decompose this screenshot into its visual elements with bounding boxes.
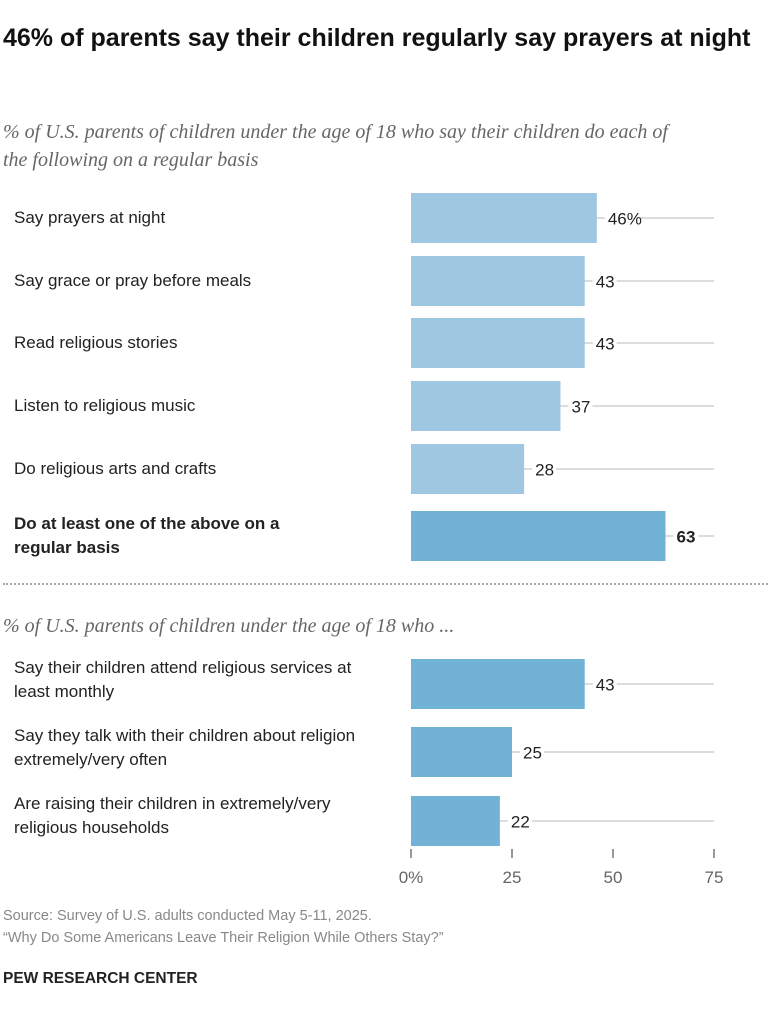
chart-title: 46% of parents say their children regula… (3, 24, 751, 52)
category-label: Say prayers at night (14, 208, 166, 227)
category-label: Are raising their children in extremely/… (14, 794, 331, 837)
data-label: 22 (511, 813, 530, 832)
category-label: Say grace or pray before meals (14, 271, 252, 290)
chart-subtitle-2: % of U.S. parents of children under the … (3, 615, 455, 637)
label-bg (592, 333, 617, 353)
label-bg (568, 396, 593, 416)
x-tick-label: 0% (399, 868, 424, 887)
data-label: 28 (535, 461, 554, 480)
category-label: Listen to religious music (14, 396, 196, 415)
data-label: 63 (677, 528, 696, 547)
data-label: 43 (596, 335, 615, 354)
section-divider (3, 583, 768, 585)
label-bg (673, 526, 699, 546)
label-bg (507, 811, 532, 831)
brand-logo-text: PEW RESEARCH CENTER (3, 970, 198, 987)
category-label: Say their children attend religious serv… (14, 658, 352, 701)
data-label: 43 (596, 273, 615, 292)
category-label: Say they talk with their children about … (14, 726, 356, 769)
data-label: 43 (596, 676, 615, 695)
bar (411, 659, 585, 709)
chart-subtitle-1: % of U.S. parents of children under the … (3, 121, 668, 171)
data-label: 37 (571, 398, 590, 417)
label-bg (592, 271, 617, 291)
source-note: Source: Survey of U.S. adults conducted … (3, 908, 372, 924)
bar (411, 444, 525, 494)
label-bg (604, 208, 639, 228)
bar (411, 381, 561, 431)
bar (411, 193, 597, 243)
bar (411, 318, 585, 368)
x-tick-label: 50 (604, 868, 623, 887)
bar (411, 796, 500, 846)
label-bg (520, 742, 544, 762)
x-tick-label: 75 (705, 868, 724, 887)
label-bg (592, 674, 617, 694)
data-label: 46% (608, 210, 642, 229)
bar (411, 511, 666, 561)
label-bg (532, 459, 557, 479)
bar (411, 727, 512, 777)
category-label: Read religious stories (14, 333, 178, 352)
data-label: 25 (523, 744, 542, 763)
category-label: Do at least one of the above on a regula… (14, 514, 280, 557)
report-title: “Why Do Some Americans Leave Their Relig… (3, 930, 444, 946)
bar (411, 256, 585, 306)
x-tick-label: 25 (503, 868, 522, 887)
category-label: Do religious arts and crafts (14, 459, 217, 478)
